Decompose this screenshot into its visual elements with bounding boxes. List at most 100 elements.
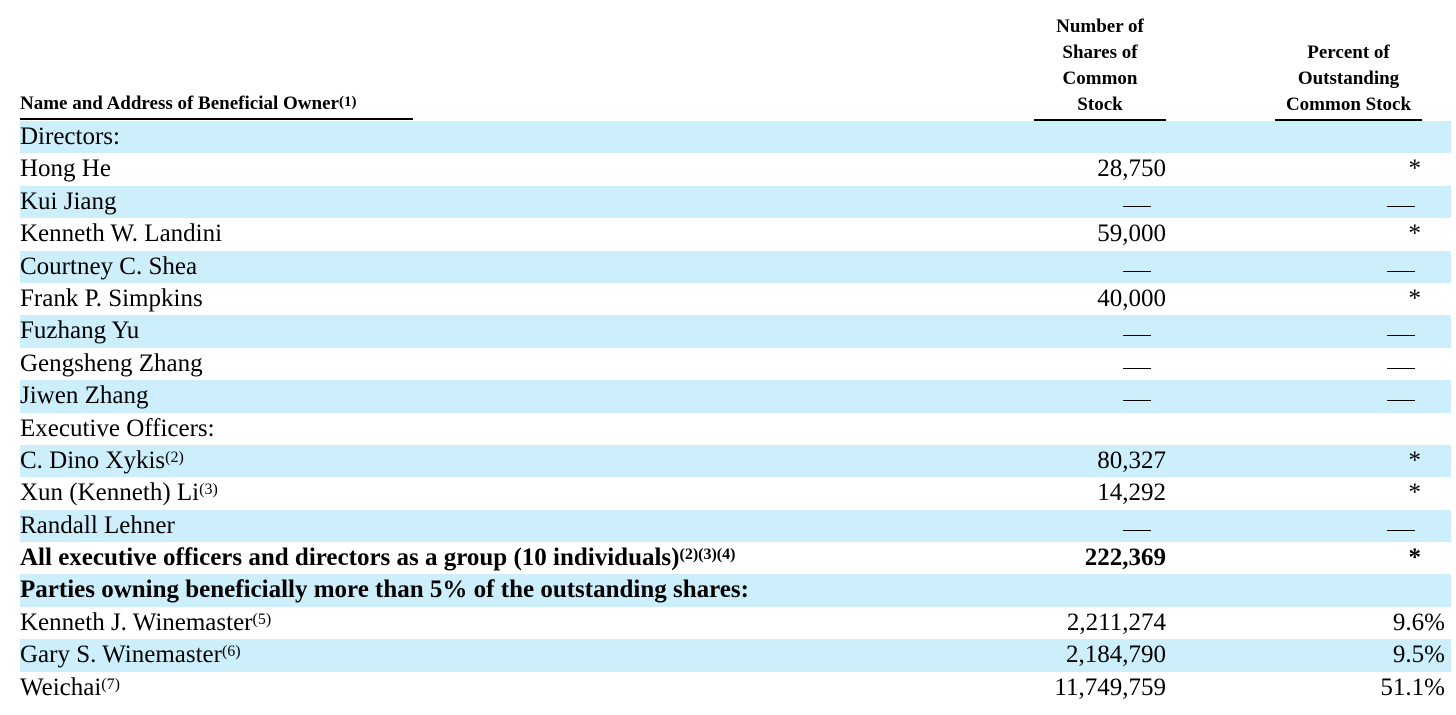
shares-cell: 14,292 <box>1097 479 1166 507</box>
owner-footnote: (5) <box>252 610 272 628</box>
percent-cell: * <box>1408 220 1422 248</box>
shares-cell: 2,211,274 <box>1066 608 1166 636</box>
em-dash <box>1123 400 1151 402</box>
header-name-address: Name and Address of Beneficial Owner(1) <box>20 91 413 120</box>
shares-cell: — <box>1123 251 1151 283</box>
header-shares-line: Number of <box>1056 16 1144 37</box>
table-row: Kenneth W. Landini 59,000 * <box>20 218 1451 250</box>
table-row: Frank P. Simpkins 40,000 * <box>20 283 1451 315</box>
owner-name-text: Kui Jiang <box>20 187 117 215</box>
percent-cell: — <box>1387 510 1415 542</box>
em-dash <box>1123 529 1151 531</box>
em-dash <box>1387 205 1415 207</box>
header-shares-line: Shares of <box>1062 42 1138 63</box>
table-row: Randall Lehner — — <box>20 509 1451 543</box>
em-dash <box>1387 270 1415 272</box>
owner-name-text: Directors: <box>20 123 120 150</box>
owner-name-text: Parties owning beneficially more than 5%… <box>20 576 749 604</box>
shares-cell: — <box>1123 380 1151 412</box>
table-row: Kenneth J. Winemaster(5) 2,211,274 9.6% <box>20 607 1451 639</box>
owner-name: Kui Jiang <box>20 186 117 218</box>
table-row: Weichai(7) 11,749,759 51.1% <box>20 672 1451 704</box>
table-row: Fuzhang Yu — — <box>20 315 1451 348</box>
shares-cell: 40,000 <box>1097 284 1166 312</box>
shares-cell: — <box>1123 348 1151 380</box>
percent-cell: 9.6% <box>1392 608 1445 636</box>
shares-cell: — <box>1123 315 1151 347</box>
em-dash <box>1123 335 1151 337</box>
owner-name-text: C. Dino Xykis <box>20 446 166 474</box>
owner-name: Hong He <box>20 153 111 185</box>
owner-name: C. Dino Xykis(2) <box>20 445 184 477</box>
shares-cell: — <box>1123 186 1151 218</box>
owner-name-text: Executive Officers: <box>20 414 215 442</box>
owner-name: Parties owning beneficially more than 5%… <box>20 574 749 606</box>
owner-name: Kenneth J. Winemaster(5) <box>20 607 271 639</box>
em-dash <box>1387 335 1415 337</box>
percent-cell: — <box>1387 380 1415 412</box>
owner-name-text: Kenneth W. Landini <box>20 220 223 248</box>
em-dash <box>1387 400 1415 402</box>
percent-cell: — <box>1387 251 1415 283</box>
header-percent-outstanding: Percent of Outstanding Common Stock <box>1275 40 1422 121</box>
table-row: Executive Officers: <box>20 413 1451 445</box>
owner-name: Courtney C. Shea <box>20 251 197 283</box>
owner-footnote: (3) <box>199 481 218 499</box>
percent-cell: * <box>1408 284 1422 312</box>
table-row: All executive officers and directors as … <box>20 542 1451 574</box>
owner-name-text: Frank P. Simpkins <box>20 284 203 312</box>
shares-cell: 222,369 <box>1084 544 1166 572</box>
owner-name: Directors: <box>20 121 120 153</box>
percent-cell: 51.1% <box>1380 673 1445 701</box>
header-pct-line: Outstanding <box>1297 68 1400 89</box>
owner-name-text: Gary S. Winemaster <box>20 641 222 669</box>
owner-name: Gary S. Winemaster(6) <box>20 639 241 671</box>
owner-name-text: Courtney C. Shea <box>20 252 198 280</box>
em-dash <box>1387 367 1415 369</box>
em-dash <box>1123 270 1151 272</box>
owner-name: Fuzhang Yu <box>20 315 139 347</box>
owner-name: Jiwen Zhang <box>20 380 148 412</box>
owner-name-text: Kenneth J. Winemaster <box>20 608 253 636</box>
percent-cell: * <box>1408 446 1422 474</box>
owner-footnote: (7) <box>101 675 120 693</box>
owner-name: Gengsheng Zhang <box>20 348 203 380</box>
owner-name-text: All executive officers and directors as … <box>20 544 680 572</box>
shares-cell: 28,750 <box>1097 155 1166 183</box>
owner-name-text: Randall Lehner <box>20 511 175 539</box>
percent-cell: * <box>1408 155 1422 183</box>
owner-name-text: Weichai <box>20 673 102 701</box>
owner-name: Executive Officers: <box>20 413 215 445</box>
header-pct-line: Percent of <box>1307 42 1390 63</box>
table-row: Parties owning beneficially more than 5%… <box>20 574 1451 607</box>
header-number-of-shares: Number of Shares of Common Stock <box>1034 14 1166 121</box>
header-shares-line: Common <box>1062 68 1138 89</box>
table-row: C. Dino Xykis(2) 80,327 * <box>20 444 1451 478</box>
em-dash <box>1123 367 1151 369</box>
owner-name-text: Xun (Kenneth) Li <box>20 479 200 507</box>
percent-cell: — <box>1387 348 1415 380</box>
percent-cell: * <box>1408 544 1422 572</box>
owner-footnote: (2)(3)(4) <box>679 546 736 564</box>
shares-cell: 80,327 <box>1097 446 1166 474</box>
table-row: Directors: <box>20 121 1451 154</box>
header-name-label: Name and Address of Beneficial Owner <box>20 93 339 114</box>
table-row: Xun (Kenneth) Li(3) 14,292 * <box>20 477 1451 509</box>
shares-cell: — <box>1123 510 1151 542</box>
owner-name: All executive officers and directors as … <box>20 542 735 574</box>
table-row: Gengsheng Zhang — — <box>20 348 1451 380</box>
shares-cell: 2,184,790 <box>1066 641 1166 669</box>
header-pct-line: Common Stock <box>1285 94 1412 115</box>
owner-name-text: Fuzhang Yu <box>20 317 140 345</box>
percent-cell: 9.5% <box>1392 641 1445 669</box>
table-row: Jiwen Zhang — — <box>20 380 1451 413</box>
owner-footnote: (2) <box>165 448 184 466</box>
percent-cell: — <box>1387 186 1415 218</box>
table-row: Kui Jiang — — <box>20 185 1451 219</box>
owner-name-text: Gengsheng Zhang <box>20 349 203 377</box>
owner-footnote: (6) <box>221 643 241 661</box>
header-shares-line: Stock <box>1077 94 1123 115</box>
owner-name-text: Jiwen Zhang <box>20 382 149 410</box>
header-name-footnote: (1) <box>338 94 357 110</box>
